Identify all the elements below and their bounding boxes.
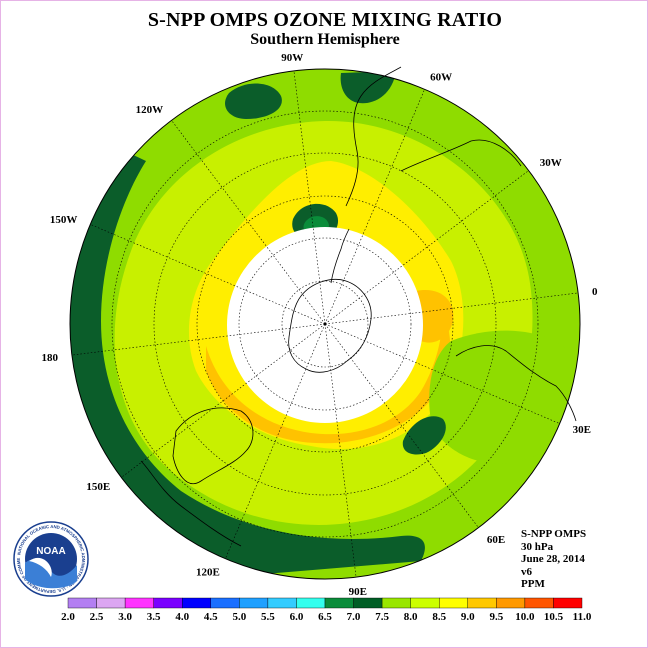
latitude-circle-80s xyxy=(281,280,369,368)
longitude-label: 60W xyxy=(430,71,452,83)
longitude-label: 90E xyxy=(349,586,367,598)
field-dark-green-90w xyxy=(225,83,282,119)
meridian-line xyxy=(225,323,326,559)
coast-south-america xyxy=(345,66,402,207)
field-mid-green-se xyxy=(429,330,580,464)
meridian-line xyxy=(324,89,425,325)
meridians xyxy=(71,70,579,578)
coast-new-zealand xyxy=(140,460,242,547)
longitude-label: 30W xyxy=(540,157,562,169)
latitude-circle-50s xyxy=(153,152,497,496)
meridian-line xyxy=(90,224,326,325)
meridian-line xyxy=(324,170,529,325)
logo-gull xyxy=(29,557,52,577)
coast-australia xyxy=(172,407,254,484)
coast-antarctic-peninsula xyxy=(330,228,350,284)
field-dark-green-se xyxy=(402,416,446,455)
coast-africa xyxy=(455,345,577,422)
longitude-label: 90W xyxy=(281,52,303,64)
longitude-label: 150E xyxy=(86,481,110,493)
meridian-line xyxy=(71,323,326,356)
south-pole-marker xyxy=(323,322,327,326)
longitude-label: 180 xyxy=(42,352,59,364)
info-instrument: S-NPP OMPS xyxy=(521,528,587,540)
subtitle: Southern Hemisphere xyxy=(250,31,400,48)
field-dark-green-west xyxy=(70,121,425,579)
graticule xyxy=(71,70,579,578)
latitude-circle-60s xyxy=(196,195,454,453)
info-date: June 28, 2014 xyxy=(521,553,585,565)
info-block: S-NPP OMPS 30 hPa June 28, 2014 v6 PPM xyxy=(521,528,586,591)
meridian-line xyxy=(121,323,326,478)
longitude-labels: 90W 60W 30W 0 30E 60E 90E 120E 150E 180 150W 120W xyxy=(42,52,599,598)
noaa-logo: NATIONAL OCEANIC AND ATMOSPHERIC ADMINIS… xyxy=(13,521,89,597)
logo-noaa-text: NOAA xyxy=(36,546,65,557)
main-title: S-NPP OMPS OZONE MIXING RATIO xyxy=(147,9,503,31)
longitude-label: 0 xyxy=(592,286,598,298)
longitude-label: 60E xyxy=(487,534,505,546)
map-boundary xyxy=(69,68,581,580)
coastlines xyxy=(140,66,577,547)
latitude-circle-40s xyxy=(111,110,539,538)
meridian-line xyxy=(324,323,479,528)
meridian-line xyxy=(324,323,560,424)
meridian-line xyxy=(324,323,357,578)
latitude-circle-70s xyxy=(238,237,412,411)
meridian-line xyxy=(293,70,326,325)
longitude-label: 30E xyxy=(573,424,591,436)
info-pressure: 30 hPa xyxy=(521,540,554,553)
meridian-line xyxy=(171,120,326,325)
field-orange-east xyxy=(416,290,454,343)
info-units: PPM xyxy=(521,578,545,590)
longitude-label: 120E xyxy=(196,567,220,579)
meridian-line xyxy=(324,292,579,325)
info-version: v6 xyxy=(521,565,532,578)
longitude-label: 150W xyxy=(50,214,78,226)
ozone-field xyxy=(70,69,580,579)
coast-south-america-east xyxy=(400,139,522,172)
coast-antarctica xyxy=(288,279,372,373)
longitude-label: 120W xyxy=(136,104,164,116)
